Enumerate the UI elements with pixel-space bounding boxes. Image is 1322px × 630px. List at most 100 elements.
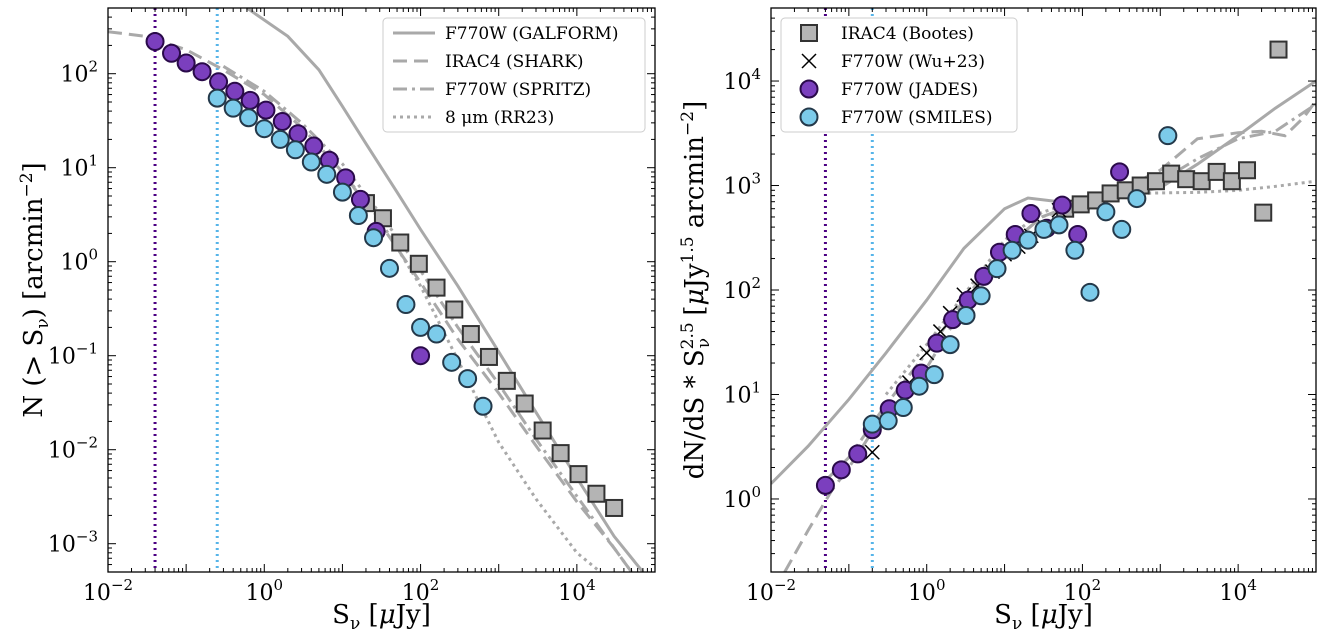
data-point (461, 325, 480, 344)
legend-label: F770W (SPRITZ) (445, 80, 591, 100)
data-point (285, 140, 305, 160)
legend-label: IRAC4 (Bootes) (841, 24, 974, 44)
data-point (458, 369, 478, 389)
y-tick-label: 101 (723, 378, 761, 408)
x-tick-label: 10−2 (746, 576, 796, 606)
data-point (304, 136, 324, 156)
data-point (909, 376, 929, 396)
model-line (824, 102, 1316, 482)
data-point (301, 152, 321, 172)
data-point (1112, 219, 1132, 239)
x-tick-label: 104 (558, 576, 596, 606)
data-point (551, 444, 570, 463)
x-tick-label: 102 (402, 576, 440, 606)
legend-marker (800, 24, 818, 42)
data-point (256, 100, 276, 120)
legend-box (382, 17, 646, 133)
data-point (379, 258, 399, 278)
data-point (317, 164, 337, 184)
data-point (192, 62, 212, 82)
data-point (1110, 162, 1130, 182)
legend: F770W (GALFORM) IRAC4 (SHARK) F770W (SPRIT… (382, 17, 646, 133)
data-point (940, 335, 960, 355)
data-point (223, 98, 243, 118)
x-tick-label: 100 (246, 576, 284, 606)
data-point (1071, 195, 1090, 214)
y-tick-label: 103 (723, 170, 761, 200)
data-point (240, 90, 260, 110)
data-point (605, 498, 624, 517)
y-tick-label: 100 (60, 246, 98, 276)
data-point (1192, 172, 1211, 191)
data-point (332, 182, 352, 202)
data-point (348, 206, 368, 226)
y-tick-label: 10−2 (48, 434, 98, 464)
data-point (587, 484, 606, 503)
data-point (1162, 164, 1181, 183)
data-point (479, 347, 498, 366)
data-point (396, 295, 416, 315)
x-axis-label: Sν [μJy] (332, 600, 431, 630)
data-point (162, 43, 182, 63)
data-point (971, 286, 991, 306)
data-point (427, 278, 446, 297)
data-point (878, 411, 898, 431)
model-line (222, 65, 633, 572)
x-tick-label: 104 (1219, 576, 1257, 606)
legend-box (780, 17, 1018, 133)
data-point (1127, 189, 1147, 209)
data-point (427, 324, 447, 344)
y-tick-label: 102 (723, 274, 761, 304)
data-point (409, 254, 428, 273)
data-point (1177, 170, 1196, 189)
data-point (1052, 195, 1072, 215)
data-point (864, 444, 880, 460)
y-axis-label: N (> Sν) [arcmin−2] (17, 162, 53, 417)
legend-label: F770W (GALFORM) (445, 24, 618, 44)
data-point (288, 124, 308, 144)
y-tick-label: 100 (723, 483, 761, 513)
x-tick-label: 10−2 (83, 576, 133, 606)
data-point (1018, 230, 1038, 250)
data-point (225, 81, 245, 101)
data-point (1158, 126, 1178, 146)
data-point (1065, 240, 1085, 260)
panel-2: 10−2 100 102 104 100 101 102 103 104 Sν [μJy] dN/d… (678, 7, 1317, 630)
legend-label: 8 μm (RR23) (445, 108, 554, 128)
data-point (272, 112, 292, 132)
data-point (1002, 240, 1022, 260)
legend-label: IRAC4 (SHARK) (445, 52, 584, 72)
data-point (364, 228, 384, 248)
data-point (411, 317, 431, 337)
data-point (209, 72, 229, 92)
data-point (1269, 40, 1288, 59)
data-point (1080, 282, 1100, 302)
legend-label: F770W (Wu+23) (841, 52, 985, 72)
x-tick-label: 102 (1064, 576, 1102, 606)
legend-marker (799, 107, 819, 127)
data-point (1068, 224, 1088, 244)
data-point (1146, 172, 1165, 191)
data-point (1222, 172, 1241, 191)
data-point (815, 475, 835, 495)
data-point (569, 465, 588, 484)
data-point (270, 129, 290, 149)
y-tick-label: 101 (60, 152, 98, 182)
plot-area (771, 8, 1316, 572)
data-point (411, 346, 431, 366)
plot-area (108, 8, 645, 572)
data-point (391, 233, 410, 252)
data-point (445, 300, 464, 319)
data-point (862, 414, 882, 434)
legend-label: F770W (SMILES) (841, 108, 993, 128)
data-point (254, 119, 274, 139)
legend-marker (801, 53, 817, 69)
data-point (893, 398, 913, 418)
data-point (987, 259, 1007, 279)
y-axis-label: dN/dS * S2.5ν [μJy1.5 arcmin−2] (678, 101, 714, 480)
data-point (207, 88, 227, 108)
model-line (783, 99, 1316, 572)
data-point (176, 53, 196, 73)
data-point (924, 365, 944, 385)
